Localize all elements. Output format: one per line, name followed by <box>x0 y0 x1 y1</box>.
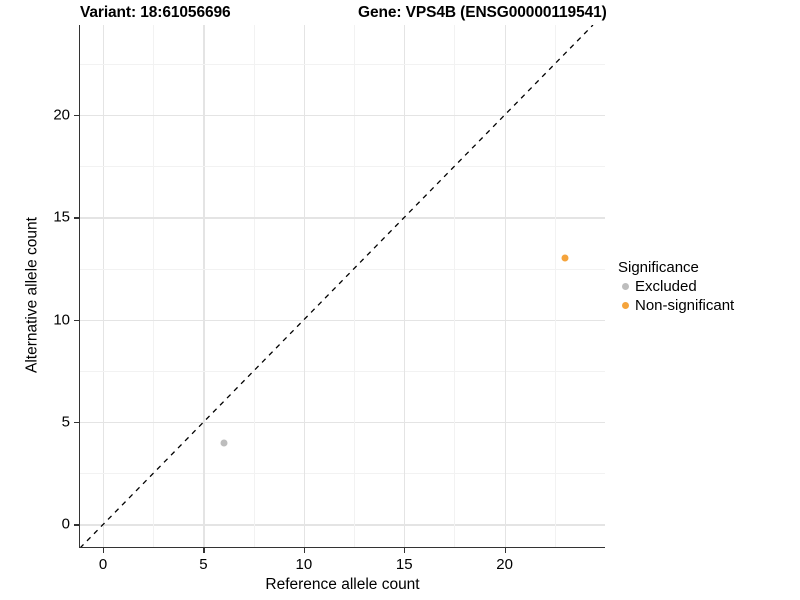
data-point[interactable] <box>220 439 228 447</box>
legend-item-label: Excluded <box>635 278 697 295</box>
gridline <box>80 422 605 424</box>
x-tick-mark <box>103 548 105 553</box>
legend-dot-icon <box>622 302 629 309</box>
gridline <box>404 25 406 547</box>
x-axis-label: Reference allele count <box>265 576 420 593</box>
x-axis-line <box>79 546 605 548</box>
x-tick-mark <box>203 548 205 553</box>
y-tick-mark <box>74 422 79 424</box>
y-axis-line <box>79 25 81 547</box>
gene-title: Gene: VPS4B (ENSG00000119541) <box>358 4 607 21</box>
legend-item-non-significant[interactable]: Non-significant <box>618 296 734 315</box>
legend-items: Excluded Non-significant <box>618 277 734 315</box>
legend-dot-icon <box>622 283 629 290</box>
gridline <box>354 25 355 547</box>
gridline <box>153 25 155 547</box>
y-tick-label: 20 <box>53 106 70 124</box>
x-tick-label: 5 <box>199 556 208 573</box>
variant-title: Variant: 18:61056696 <box>80 4 231 21</box>
gridline <box>80 115 605 117</box>
y-tick-label: 5 <box>61 413 70 431</box>
identity-reference-line <box>80 25 594 547</box>
gridline <box>80 319 605 321</box>
gridline <box>454 25 456 547</box>
y-tick-label: 10 <box>53 311 70 329</box>
gridline <box>103 25 105 547</box>
legend-item-label: Non-significant <box>635 297 735 314</box>
legend-key-icon <box>618 283 633 290</box>
legend-key-icon <box>618 302 633 309</box>
x-tick-mark <box>303 548 306 553</box>
legend-title: Significance <box>618 259 699 276</box>
y-tick-mark <box>74 115 79 117</box>
gridline <box>203 25 205 547</box>
x-tick-label: 15 <box>395 556 413 573</box>
x-tick-label: 10 <box>295 556 313 573</box>
gridline <box>80 473 605 475</box>
gridline <box>80 217 605 219</box>
x-tick-mark <box>504 548 506 553</box>
gridline <box>80 370 605 372</box>
gridline <box>80 63 605 65</box>
plot-panel <box>80 25 605 547</box>
x-tick-label: 0 <box>98 556 108 573</box>
legend-item-excluded[interactable]: Excluded <box>618 277 734 296</box>
y-tick-label: 0 <box>61 515 70 533</box>
x-tick-mark <box>404 548 406 553</box>
y-tick-mark <box>74 217 79 219</box>
gridline <box>504 25 506 547</box>
gridline <box>80 268 605 270</box>
y-axis-label: Alternative allele count <box>23 217 41 373</box>
legend: Significance Excluded Non-significant <box>618 259 734 315</box>
gridline <box>253 25 255 547</box>
gridline <box>80 166 605 168</box>
data-point[interactable] <box>561 254 569 262</box>
y-tick-mark <box>74 524 79 526</box>
gridline <box>303 25 305 547</box>
y-tick-mark <box>74 319 79 321</box>
x-tick-label: 20 <box>496 556 513 573</box>
gridline <box>554 25 556 547</box>
y-tick-label: 15 <box>53 208 70 226</box>
gridline <box>80 524 605 526</box>
